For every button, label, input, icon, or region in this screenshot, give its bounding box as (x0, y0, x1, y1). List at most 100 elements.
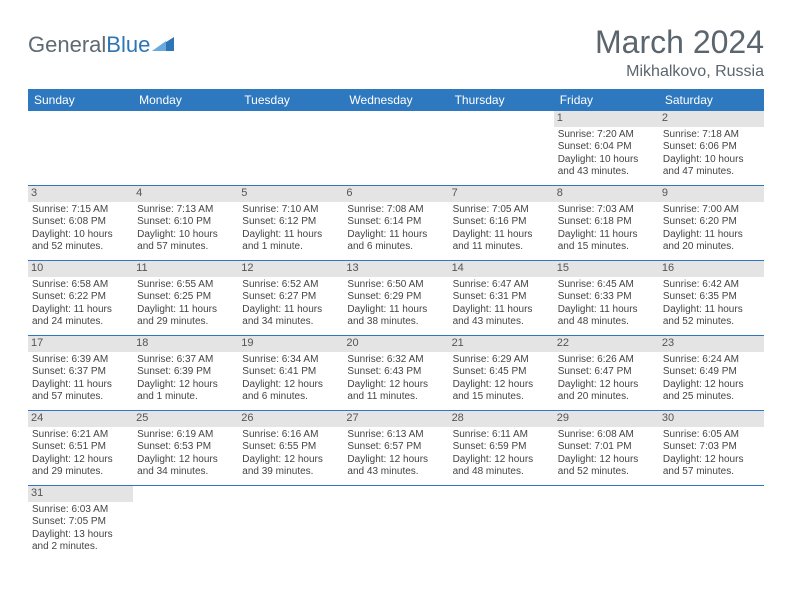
day-number: 13 (343, 261, 448, 277)
sunset-text: Sunset: 7:05 PM (32, 516, 129, 529)
day-cell (133, 111, 238, 185)
day-cell: 9Sunrise: 7:00 AMSunset: 6:20 PMDaylight… (659, 186, 764, 260)
logo-text-blue: Blue (106, 32, 150, 58)
day-number: 2 (659, 111, 764, 127)
day-cell: 16Sunrise: 6:42 AMSunset: 6:35 PMDayligh… (659, 261, 764, 335)
sunset-text: Sunset: 6:37 PM (32, 366, 129, 379)
sunset-text: Sunset: 6:29 PM (347, 291, 444, 304)
sunset-text: Sunset: 6:16 PM (453, 216, 550, 229)
sunset-text: Sunset: 6:41 PM (242, 366, 339, 379)
daylight-text: and 24 minutes. (32, 316, 129, 329)
sunrise-text: Sunrise: 6:19 AM (137, 429, 234, 442)
day-number: 6 (343, 186, 448, 202)
sunrise-text: Sunrise: 6:50 AM (347, 279, 444, 292)
sunrise-text: Sunrise: 6:47 AM (453, 279, 550, 292)
day-header-row: Sunday Monday Tuesday Wednesday Thursday… (28, 89, 764, 111)
sunrise-text: Sunrise: 6:24 AM (663, 354, 760, 367)
daylight-text: Daylight: 11 hours (347, 229, 444, 242)
day-cell (554, 486, 659, 560)
day-number: 23 (659, 336, 764, 352)
daylight-text: and 43 minutes. (347, 466, 444, 479)
daylight-text: and 57 minutes. (32, 391, 129, 404)
sunrise-text: Sunrise: 6:58 AM (32, 279, 129, 292)
daylight-text: and 6 minutes. (242, 391, 339, 404)
sunrise-text: Sunrise: 7:00 AM (663, 204, 760, 217)
day-cell (238, 111, 343, 185)
daylight-text: Daylight: 11 hours (558, 304, 655, 317)
sunset-text: Sunset: 6:14 PM (347, 216, 444, 229)
daylight-text: Daylight: 12 hours (242, 379, 339, 392)
sunset-text: Sunset: 6:53 PM (137, 441, 234, 454)
day-cell (449, 111, 554, 185)
daylight-text: and 11 minutes. (347, 391, 444, 404)
sunset-text: Sunset: 6:55 PM (242, 441, 339, 454)
daylight-text: Daylight: 12 hours (32, 454, 129, 467)
daylight-text: and 6 minutes. (347, 241, 444, 254)
day-number: 5 (238, 186, 343, 202)
sunrise-text: Sunrise: 6:45 AM (558, 279, 655, 292)
daylight-text: Daylight: 11 hours (453, 229, 550, 242)
sunset-text: Sunset: 6:33 PM (558, 291, 655, 304)
day-header: Sunday (28, 89, 133, 111)
daylight-text: Daylight: 11 hours (242, 229, 339, 242)
sunset-text: Sunset: 6:10 PM (137, 216, 234, 229)
sunset-text: Sunset: 6:49 PM (663, 366, 760, 379)
day-cell: 19Sunrise: 6:34 AMSunset: 6:41 PMDayligh… (238, 336, 343, 410)
day-cell: 6Sunrise: 7:08 AMSunset: 6:14 PMDaylight… (343, 186, 448, 260)
daylight-text: and 57 minutes. (663, 466, 760, 479)
daylight-text: and 38 minutes. (347, 316, 444, 329)
day-cell: 1Sunrise: 7:20 AMSunset: 6:04 PMDaylight… (554, 111, 659, 185)
sunset-text: Sunset: 6:51 PM (32, 441, 129, 454)
day-number: 25 (133, 411, 238, 427)
day-number: 4 (133, 186, 238, 202)
daylight-text: Daylight: 11 hours (137, 304, 234, 317)
sunrise-text: Sunrise: 6:52 AM (242, 279, 339, 292)
daylight-text: and 48 minutes. (558, 316, 655, 329)
daylight-text: Daylight: 12 hours (663, 379, 760, 392)
sunrise-text: Sunrise: 6:42 AM (663, 279, 760, 292)
day-number: 14 (449, 261, 554, 277)
logo-text-general: General (28, 32, 106, 58)
day-cell: 22Sunrise: 6:26 AMSunset: 6:47 PMDayligh… (554, 336, 659, 410)
day-number: 22 (554, 336, 659, 352)
day-number: 17 (28, 336, 133, 352)
day-cell: 23 Sunrise: 6:24 AMSunset: 6:49 PMDayligh… (659, 336, 764, 410)
daylight-text: Daylight: 11 hours (558, 229, 655, 242)
daylight-text: Daylight: 11 hours (663, 304, 760, 317)
sunrise-text: Sunrise: 6:05 AM (663, 429, 760, 442)
day-cell: 27Sunrise: 6:13 AMSunset: 6:57 PMDayligh… (343, 411, 448, 485)
daylight-text: and 15 minutes. (453, 391, 550, 404)
daylight-text: and 52 minutes. (663, 316, 760, 329)
day-cell: 28Sunrise: 6:11 AMSunset: 6:59 PMDayligh… (449, 411, 554, 485)
sunset-text: Sunset: 7:01 PM (558, 441, 655, 454)
sunrise-text: Sunrise: 7:18 AM (663, 129, 760, 142)
sunrise-text: Sunrise: 6:26 AM (558, 354, 655, 367)
week-row: 31Sunrise: 6:03 AMSunset: 7:05 PMDayligh… (28, 486, 764, 560)
sunrise-text: Sunrise: 6:11 AM (453, 429, 550, 442)
day-cell: 10Sunrise: 6:58 AMSunset: 6:22 PMDayligh… (28, 261, 133, 335)
day-cell: 15Sunrise: 6:45 AMSunset: 6:33 PMDayligh… (554, 261, 659, 335)
daylight-text: and 43 minutes. (453, 316, 550, 329)
day-number: 21 (449, 336, 554, 352)
day-number: 26 (238, 411, 343, 427)
daylight-text: Daylight: 13 hours (32, 529, 129, 542)
day-cell: 29Sunrise: 6:08 AMSunset: 7:01 PMDayligh… (554, 411, 659, 485)
day-number: 27 (343, 411, 448, 427)
daylight-text: Daylight: 11 hours (32, 304, 129, 317)
day-cell: 11Sunrise: 6:55 AMSunset: 6:25 PMDayligh… (133, 261, 238, 335)
daylight-text: Daylight: 11 hours (242, 304, 339, 317)
sunset-text: Sunset: 6:06 PM (663, 141, 760, 154)
daylight-text: Daylight: 12 hours (453, 379, 550, 392)
sunset-text: Sunset: 6:22 PM (32, 291, 129, 304)
daylight-text: Daylight: 11 hours (32, 379, 129, 392)
daylight-text: Daylight: 12 hours (137, 454, 234, 467)
daylight-text: Daylight: 12 hours (347, 454, 444, 467)
day-number: 12 (238, 261, 343, 277)
sunset-text: Sunset: 6:18 PM (558, 216, 655, 229)
day-header: Tuesday (238, 89, 343, 111)
day-header: Monday (133, 89, 238, 111)
sunrise-text: Sunrise: 6:21 AM (32, 429, 129, 442)
sunset-text: Sunset: 6:27 PM (242, 291, 339, 304)
sunrise-text: Sunrise: 6:55 AM (137, 279, 234, 292)
daylight-text: and 11 minutes. (453, 241, 550, 254)
